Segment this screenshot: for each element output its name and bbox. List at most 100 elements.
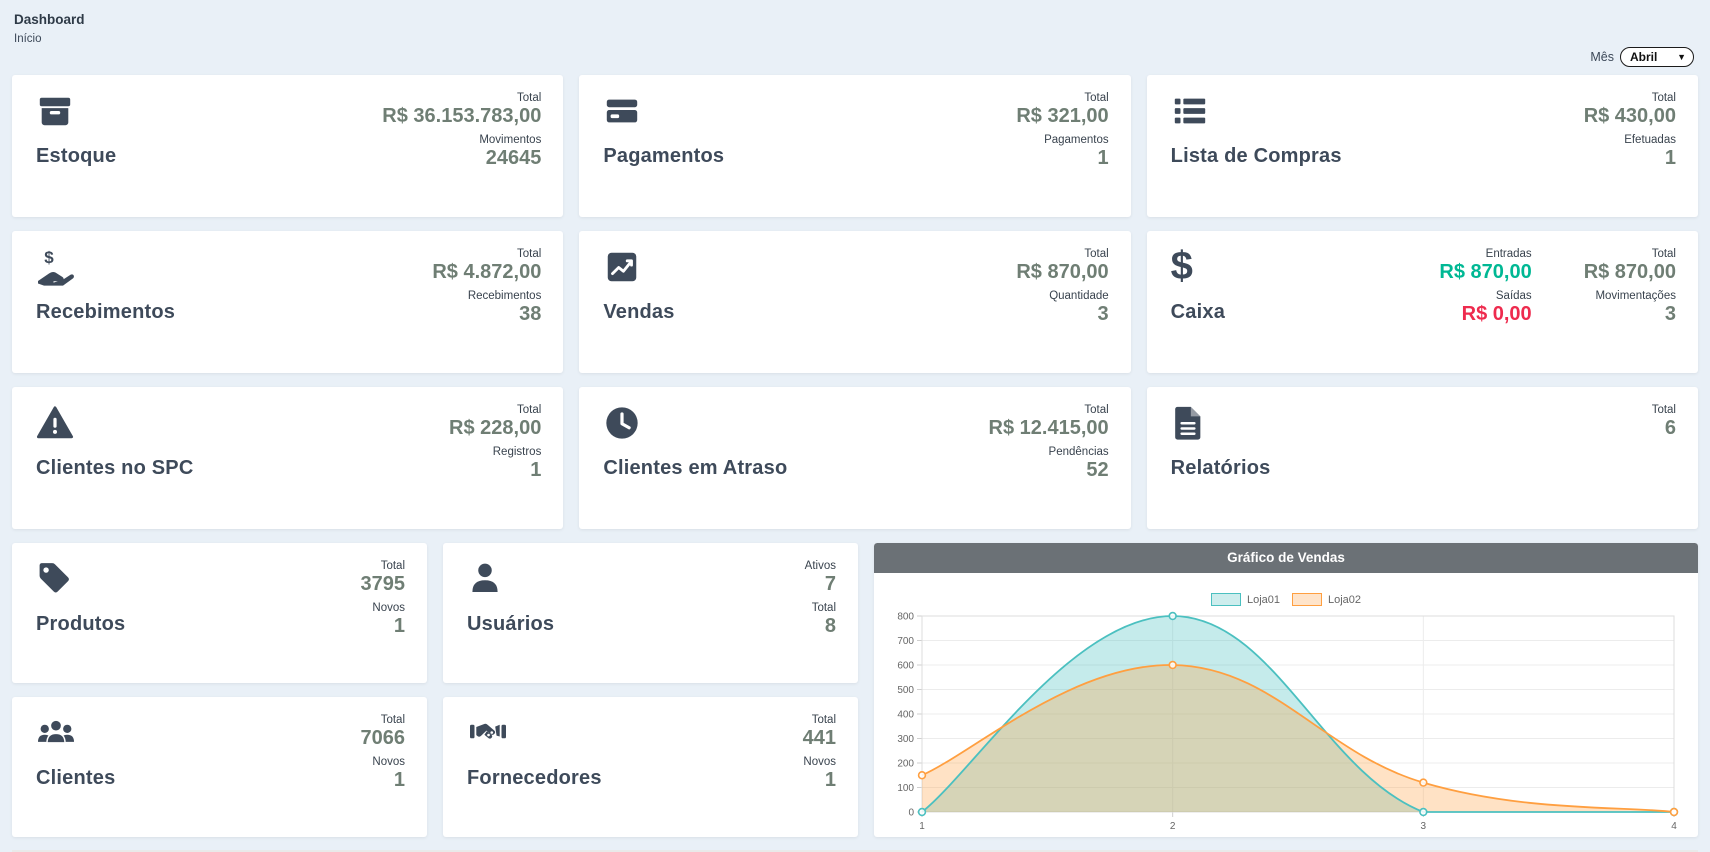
svg-text:4: 4 — [1671, 821, 1677, 832]
stat-value: R$ 870,00 — [1583, 261, 1676, 283]
stat-value: R$ 228,00 — [449, 417, 542, 439]
card-pagamentos[interactable]: Pagamentos Total R$ 321,00 Pagamentos 1 — [579, 75, 1131, 217]
stat-value-entradas: R$ 870,00 — [1439, 261, 1532, 283]
footer-strip — [12, 850, 1698, 852]
cards-grid-top: Estoque Total R$ 36.153.783,00 Movimento… — [12, 75, 1698, 529]
page-header: Dashboard Início — [12, 10, 1698, 45]
legend-item-loja01[interactable]: Loja01 — [1210, 593, 1280, 606]
user-icon — [467, 560, 554, 600]
stat-label: Total — [517, 248, 542, 260]
stat-value: 3 — [1097, 303, 1109, 325]
chart-legend: Loja01 Loja02 — [1210, 593, 1361, 606]
svg-text:200: 200 — [897, 759, 914, 770]
month-select[interactable]: Abril — [1620, 47, 1694, 67]
card-title: Fornecedores — [467, 767, 602, 789]
stat-value: 1 — [530, 459, 542, 481]
stat-label: Quantidade — [1049, 290, 1109, 302]
file-alt-icon — [1171, 404, 1271, 444]
stat-label: Total — [1651, 92, 1676, 104]
month-filter-label: Mês — [1590, 50, 1614, 64]
stat-value: 52 — [1086, 459, 1109, 481]
card-estoque[interactable]: Estoque Total R$ 36.153.783,00 Movimento… — [12, 75, 564, 217]
stat-label: Novos — [372, 602, 405, 614]
card-title: Recebimentos — [36, 301, 176, 323]
legend-label: Loja02 — [1328, 593, 1362, 606]
card-clientes-em-atraso[interactable]: Clientes em Atraso Total R$ 12.415,00 Pe… — [579, 387, 1131, 529]
svg-text:700: 700 — [897, 636, 914, 647]
tag-icon — [36, 560, 125, 600]
stat-label: Total — [517, 404, 542, 416]
month-filter-row: Mês Abril ▼ — [12, 47, 1694, 67]
legend-swatch-loja01 — [1210, 593, 1241, 606]
stat-value: 441 — [802, 727, 836, 749]
stat-label: Total — [811, 602, 836, 614]
card-title: Relatórios — [1170, 457, 1271, 479]
card-title: Usuários — [467, 613, 555, 635]
stat-label: Registros — [492, 446, 542, 458]
stat-value-saidas: R$ 0,00 — [1461, 303, 1532, 325]
stat-value: 38 — [519, 303, 542, 325]
stat-label: Pagamentos — [1044, 134, 1109, 146]
stat-label: Total — [1651, 248, 1676, 260]
stat-label: Novos — [372, 756, 405, 768]
card-lista-de-compras[interactable]: Lista de Compras Total R$ 430,00 Efetuad… — [1146, 75, 1698, 217]
stat-value: 8 — [824, 615, 836, 637]
svg-text:300: 300 — [897, 734, 914, 745]
card-usuarios[interactable]: Usuários Ativos 7 Total 8 — [443, 543, 858, 683]
card-title: Produtos — [36, 613, 126, 635]
svg-text:500: 500 — [897, 685, 914, 696]
stat-label: Ativos — [804, 560, 836, 572]
svg-text:$: $ — [44, 248, 54, 267]
card-title: Estoque — [36, 145, 117, 167]
stat-label: Saídas — [1495, 290, 1532, 302]
svg-text:2: 2 — [1170, 821, 1176, 832]
card-title: Caixa — [1170, 301, 1226, 323]
stat-label: Recebimentos — [467, 290, 542, 302]
handshake-icon — [467, 714, 602, 754]
card-caixa[interactable]: $ Caixa Entradas R$ 870,00 Saídas R$ 0,0… — [1146, 231, 1698, 373]
users-icon — [36, 714, 115, 754]
card-title: Pagamentos — [603, 145, 725, 167]
card-fornecedores[interactable]: Fornecedores Total 441 Novos 1 — [443, 697, 858, 837]
stat-value: 1 — [824, 769, 836, 791]
breadcrumb: Início — [14, 33, 42, 45]
legend-item-loja02[interactable]: Loja02 — [1292, 593, 1361, 606]
stat-value: R$ 4.872,00 — [432, 261, 542, 283]
sales-chart-panel: Gráfico de Vendas Loja01 Loja02 0 100 200 3… — [874, 543, 1698, 837]
card-recebimentos[interactable]: $ Recebimentos Total R$ 4.872,00 Recebim… — [12, 231, 564, 373]
stat-value: R$ 321,00 — [1016, 105, 1109, 127]
warning-triangle-icon — [36, 404, 193, 444]
card-title: Clientes no SPC — [36, 457, 194, 479]
stat-label: Total — [1084, 92, 1109, 104]
stat-label: Total — [380, 714, 405, 726]
clock-icon — [603, 404, 787, 444]
page-title: Dashboard — [14, 12, 85, 27]
stat-value: 7 — [824, 573, 836, 595]
stat-value: 1 — [1664, 147, 1676, 169]
legend-label: Loja01 — [1246, 593, 1280, 606]
svg-text:0: 0 — [908, 808, 914, 819]
card-clientes-no-spc[interactable]: Clientes no SPC Total R$ 228,00 Registro… — [12, 387, 564, 529]
stat-value: 6 — [1664, 417, 1676, 439]
svg-text:100: 100 — [897, 783, 914, 794]
stat-label: Total — [517, 92, 542, 104]
stat-value: 1 — [393, 615, 405, 637]
cards-grid-bottom: Produtos Total 3795 Novos 1 Usuários — [12, 543, 1698, 837]
card-relatorios[interactable]: Relatórios Total 6 — [1146, 387, 1698, 529]
stat-value: 1 — [393, 769, 405, 791]
stat-label: Movimentos — [479, 134, 542, 146]
stat-label: Total — [380, 560, 405, 572]
svg-text:600: 600 — [897, 661, 914, 672]
stat-value: R$ 12.415,00 — [988, 417, 1109, 439]
stat-label: Total — [1651, 404, 1676, 416]
svg-text:1: 1 — [919, 821, 925, 832]
svg-text:800: 800 — [897, 612, 914, 623]
archive-icon — [36, 92, 116, 132]
card-clientes[interactable]: Clientes Total 7066 Novos 1 — [12, 697, 427, 837]
stat-label: Movimentações — [1595, 290, 1676, 302]
card-produtos[interactable]: Produtos Total 3795 Novos 1 — [12, 543, 427, 683]
svg-text:3: 3 — [1421, 821, 1427, 832]
sales-area-chart: 0 100 200 300 400 500 600 700 800 1 2 3 4 — [897, 612, 1679, 832]
card-vendas[interactable]: Vendas Total R$ 870,00 Quantidade 3 — [579, 231, 1131, 373]
